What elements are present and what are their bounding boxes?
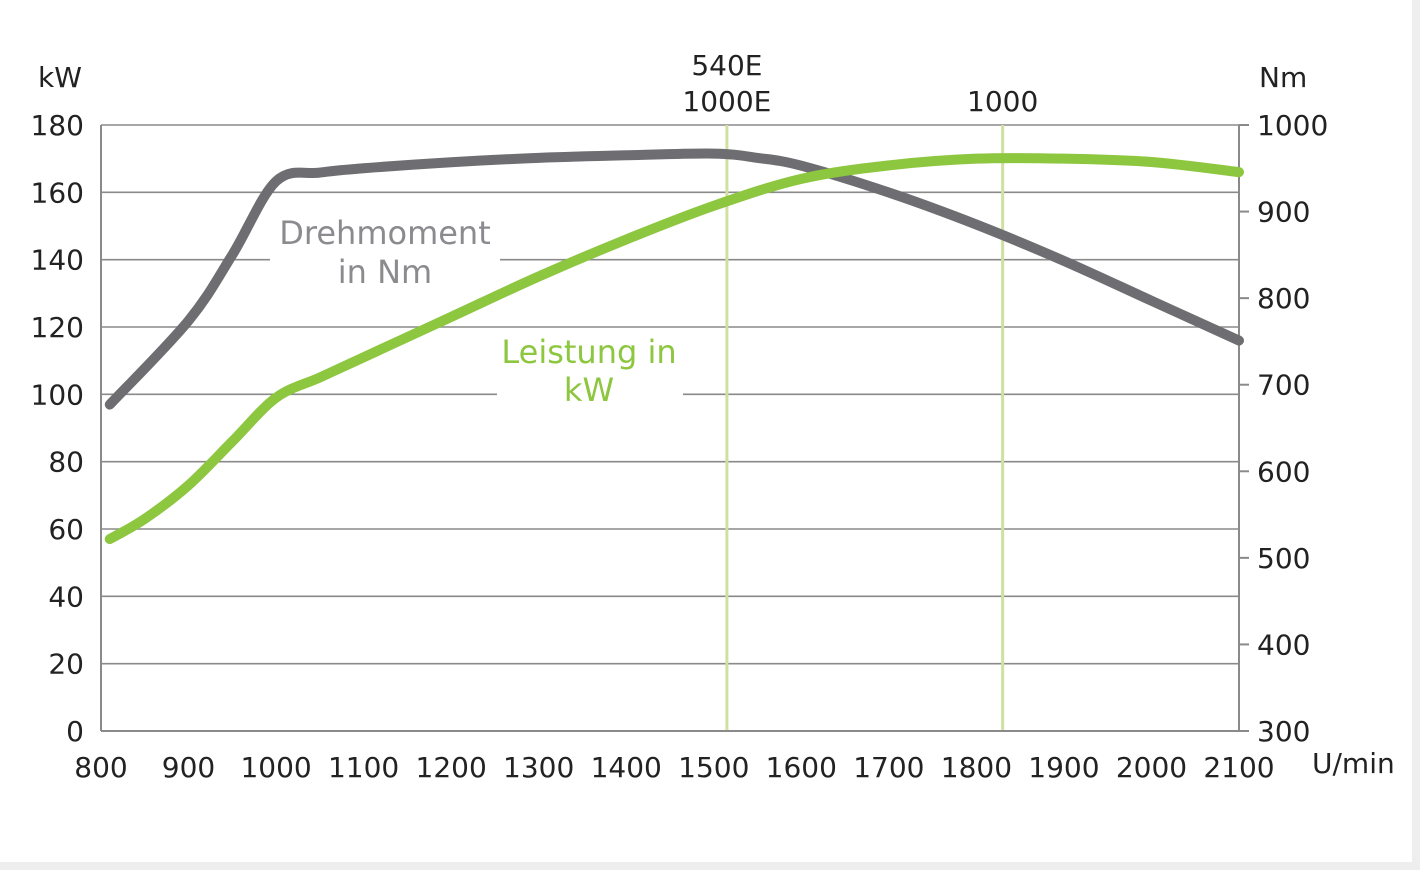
x-tick-label-1700: 1700: [853, 751, 924, 784]
series-label-0-line-0: Drehmoment: [279, 214, 491, 252]
y-left-tick-label-80: 80: [48, 446, 84, 479]
series-label-1-line-0: Leistung in: [501, 333, 676, 371]
x-tick-label-1400: 1400: [591, 751, 662, 784]
series-label-bg-1: [497, 328, 683, 408]
x-tick-label-2100: 2100: [1203, 751, 1274, 784]
y-left-tick-label-20: 20: [48, 648, 84, 681]
y-left-tick-label-180: 180: [31, 109, 84, 142]
x-tick-label-1200: 1200: [416, 751, 487, 784]
x-tick-label-1800: 1800: [941, 751, 1012, 784]
series-label-backgrounds: [270, 210, 683, 408]
y-left-tick-label-160: 160: [31, 176, 84, 209]
series-line-leistung: [104, 153, 1244, 545]
y-right-tick-label-400: 400: [1257, 628, 1310, 661]
series-label-1-line-1: kW: [564, 371, 614, 409]
series-line-drehmoment: [104, 148, 1244, 410]
series-label-bg-0: [270, 210, 500, 290]
x-unit-label: U/min: [1312, 747, 1395, 780]
y-left-tick-label-100: 100: [31, 378, 84, 411]
y-right-tick-label-500: 500: [1257, 542, 1310, 575]
series-label-0-line-1: in Nm: [338, 253, 432, 291]
x-tick-label-800: 800: [74, 751, 127, 784]
marker-label-0-1: 1000E: [682, 85, 771, 118]
y-right-tick-label-300: 300: [1257, 715, 1310, 748]
y-left-tick-label-40: 40: [48, 580, 84, 613]
y-left-tick-label-120: 120: [31, 311, 84, 344]
y-left-tick-label-140: 140: [31, 244, 84, 277]
tick-labels: 0 20 40 60 80 100 120 140 160 180 kW 300 400 500 600 70…: [31, 61, 1395, 784]
y-right-tick-label-700: 700: [1257, 369, 1310, 402]
x-tick-label-1600: 1600: [766, 751, 837, 784]
y-right-tick-label-800: 800: [1257, 282, 1310, 315]
x-tick-label-1100: 1100: [328, 751, 399, 784]
x-tick-label-1000: 1000: [240, 751, 311, 784]
marker-label-1-0: 1000: [967, 85, 1038, 118]
y-right-tick-label-900: 900: [1257, 196, 1310, 229]
series-lines: [104, 148, 1244, 545]
y-left-unit-label: kW: [38, 61, 82, 94]
x-tick-label-1900: 1900: [1028, 751, 1099, 784]
y-left-tick-label-60: 60: [48, 513, 84, 546]
marker-label-0-0: 540E: [691, 49, 762, 82]
x-tick-label-1500: 1500: [678, 751, 749, 784]
y-right-tick-label-600: 600: [1257, 455, 1310, 488]
axes: [100, 125, 1240, 732]
y-left-tick-label-0: 0: [66, 715, 84, 748]
y-right-tick-label-1000: 1000: [1257, 109, 1328, 142]
y-right-unit-label: Nm: [1259, 61, 1307, 94]
x-tick-label-1300: 1300: [503, 751, 574, 784]
x-tick-label-900: 900: [162, 751, 215, 784]
x-tick-label-2000: 2000: [1116, 751, 1187, 784]
